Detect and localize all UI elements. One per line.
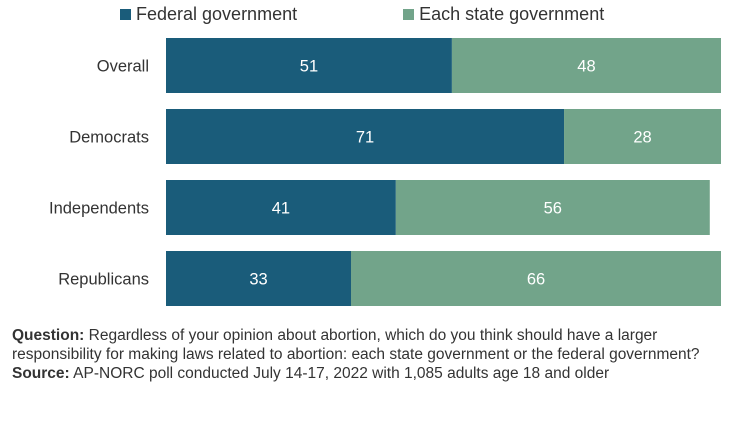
- bar-segment-state: [564, 109, 721, 164]
- legend-swatch-state: [403, 9, 415, 20]
- bar-segment-state: [395, 180, 710, 235]
- category-label: Republicans: [58, 271, 149, 289]
- data-label: 33: [249, 271, 267, 289]
- footnote: Question: Regardless of your opinion abo…: [12, 326, 737, 383]
- bar-segment-federal: [166, 38, 452, 93]
- data-label: 71: [356, 129, 374, 147]
- bar-segment-state: [451, 38, 721, 93]
- question-note: Question: Regardless of your opinion abo…: [12, 326, 737, 364]
- stacked-bar-chart: Overall 51 48 Democrats 71 28 Independents 41 56…: [49, 38, 721, 306]
- category-label: Democrats: [69, 129, 149, 147]
- data-label: 51: [300, 58, 318, 76]
- legend-label-state: Each state government: [419, 4, 605, 24]
- category-label: Overall: [97, 58, 149, 76]
- bar-segment-state: [351, 251, 721, 306]
- source-text: AP-NORC poll conducted July 14-17, 2022 …: [69, 365, 610, 382]
- bar-segment-federal: [166, 180, 396, 235]
- legend-item-federal: Federal government: [120, 4, 297, 25]
- source-note: Source: AP-NORC poll conducted July 14-1…: [12, 364, 737, 383]
- data-label: 41: [272, 200, 290, 218]
- legend-swatch-federal: [120, 9, 131, 20]
- question-label: Question:: [12, 327, 85, 344]
- data-label: 56: [544, 200, 562, 218]
- legend-item-state: Each state government: [403, 4, 604, 25]
- legend-label-federal: Federal government: [136, 4, 298, 24]
- bar-segment-federal: [166, 251, 351, 306]
- category-label: Independents: [49, 200, 149, 218]
- data-label: 28: [633, 129, 651, 147]
- source-label: Source:: [12, 365, 70, 382]
- data-label: 48: [577, 58, 595, 76]
- question-text: Regardless of your opinion about abortio…: [12, 327, 700, 363]
- data-label: 66: [527, 271, 545, 289]
- chart-legend: Federal government Each state government: [120, 4, 710, 25]
- bar-segment-federal: [166, 109, 565, 164]
